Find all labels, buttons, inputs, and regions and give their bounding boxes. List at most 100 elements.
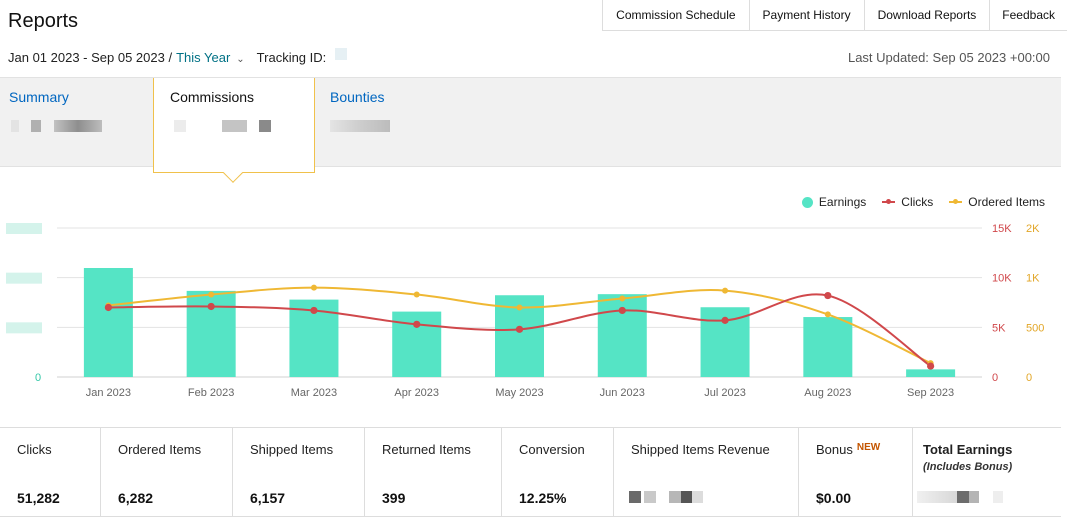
redacted-value [669, 491, 681, 503]
ordered-items-point [310, 284, 317, 291]
ordered-items-point [722, 287, 729, 294]
download-reports-button[interactable]: Download Reports [864, 0, 991, 30]
clicks-point [721, 316, 729, 324]
new-badge: NEW [856, 442, 881, 453]
redacted-value [174, 120, 186, 132]
earnings-bar [906, 369, 956, 377]
x-tick-label: Apr 2023 [394, 387, 439, 399]
redacted-value [330, 120, 390, 132]
tracking-id-label: Tracking ID: [256, 50, 327, 65]
redacted-value [11, 120, 19, 132]
x-tick-label: Jul 2023 [704, 387, 746, 399]
redacted-value [644, 491, 656, 503]
clicks-axis-tick: 0 [992, 372, 998, 384]
metric-label: Total Earnings [923, 442, 1013, 457]
legend-ordered-items[interactable]: Ordered Items [949, 195, 1045, 209]
metric-label: Clicks [17, 442, 52, 457]
metric-value: 51,282 [17, 490, 60, 506]
redacted-value [31, 120, 41, 132]
ordered-items-point [516, 304, 523, 311]
earnings-bar [597, 294, 647, 377]
date-range: Jan 01 2023 - Sep 05 2023 / [8, 50, 173, 65]
tab-bounties[interactable]: Bounties [330, 78, 430, 168]
ordered-axis-tick: 500 [1026, 322, 1044, 334]
legend-ordered-label: Ordered Items [968, 195, 1045, 209]
left-axis-tick: 0 [35, 372, 41, 384]
metric-label: Bonus NEW [816, 442, 912, 457]
metric-value: 12.25% [519, 490, 567, 506]
legend-clicks-label: Clicks [901, 195, 934, 209]
earnings-marker-icon [801, 196, 813, 208]
x-tick-label: Feb 2023 [188, 387, 234, 399]
metric-bonus: Bonus NEW $0.00 [799, 428, 913, 516]
tab-commissions-label: Commissions [170, 89, 255, 105]
chart-plot-area: 0 Jan 2023 Feb 2023 Mar 2023 Apr 2023 May 202… [6, 223, 1044, 399]
clicks-point [824, 291, 832, 300]
clicks-axis-tick: 15K [992, 223, 1012, 235]
redacted-axis-tick [6, 223, 42, 234]
metric-label: Ordered Items [118, 442, 202, 457]
metric-label: Conversion [519, 442, 585, 457]
metric-total-earnings: Total Earnings (Includes Bonus) [913, 428, 1061, 516]
ordered-items-point [619, 295, 626, 302]
tab-summary[interactable]: Summary [9, 78, 139, 168]
clicks-marker-icon [882, 199, 896, 204]
legend-earnings[interactable]: Earnings [801, 195, 867, 209]
last-updated: Last Updated: Sep 05 2023 +00:00 [847, 50, 1050, 65]
chart-legend: Earnings Clicks Ordered Items [786, 195, 1045, 209]
redacted-value [969, 491, 979, 503]
redacted-value [629, 491, 641, 503]
x-tick-label: Sep 2023 [907, 387, 954, 399]
redacted-value [917, 491, 957, 503]
metric-label: Shipped Items Revenue [631, 442, 770, 457]
performance-chart: Earnings Clicks Ordered Items 0 Jan 2023 F… [0, 168, 1061, 428]
metric-returned-items: Returned Items 399 [365, 428, 502, 516]
legend-clicks[interactable]: Clicks [882, 195, 933, 209]
ordered-axis-tick: 2K [1026, 223, 1040, 235]
earnings-bar [803, 317, 853, 377]
metric-sublabel: (Includes Bonus) [923, 461, 1013, 473]
page-title: Reports [8, 10, 79, 32]
feedback-button[interactable]: Feedback [990, 0, 1067, 30]
metric-shipped-revenue: Shipped Items Revenue [614, 428, 799, 516]
metric-conversion: Conversion 12.25% [502, 428, 614, 516]
clicks-axis-tick: 10K [992, 273, 1012, 285]
metric-value: $0.00 [816, 490, 852, 506]
chevron-down-icon[interactable]: ⌄ [236, 53, 245, 65]
tracking-id-selector[interactable] [335, 47, 348, 60]
clicks-point [927, 362, 935, 370]
metric-label: Returned Items [382, 442, 471, 457]
tab-bounties-label: Bounties [330, 89, 385, 105]
period-selector[interactable]: This Year [176, 50, 231, 65]
redacted-value [259, 120, 271, 132]
redacted-value [993, 491, 1003, 503]
tab-commissions[interactable]: Commissions [153, 78, 315, 173]
metric-value: 6,157 [250, 490, 286, 506]
ordered-items-point [413, 291, 420, 298]
x-tick-label: Mar 2023 [291, 387, 337, 399]
ordered-items-marker-icon [949, 199, 963, 204]
report-tabs: Summary Commissions Bounties [0, 77, 1061, 173]
metric-value: 6,282 [118, 490, 154, 506]
clicks-point [104, 303, 112, 312]
ordered-items-point [208, 291, 215, 298]
metric-label: Shipped Items [250, 442, 334, 457]
ordered-axis-tick: 0 [1026, 372, 1032, 384]
commission-schedule-button[interactable]: Commission Schedule [603, 0, 750, 30]
clicks-point [618, 306, 626, 315]
clicks-point [515, 325, 524, 333]
earnings-bar [83, 268, 133, 377]
redacted-axis-tick [6, 322, 42, 334]
legend-earnings-label: Earnings [818, 195, 867, 209]
payment-history-button[interactable]: Payment History [749, 0, 865, 30]
x-tick-label: Jun 2023 [600, 387, 645, 399]
clicks-point [207, 302, 215, 311]
clicks-point [310, 306, 318, 315]
metrics-bar: Clicks 51,282 Ordered Items 6,282 Shippe… [0, 427, 1061, 517]
filter-bar: Jan 01 2023 - Sep 05 2023 / This Year ⌄ … [8, 47, 348, 65]
redacted-axis-tick [6, 272, 42, 284]
metric-value: 399 [382, 490, 406, 506]
clicks-point [413, 320, 421, 328]
clicks-axis-tick: 5K [992, 322, 1006, 334]
